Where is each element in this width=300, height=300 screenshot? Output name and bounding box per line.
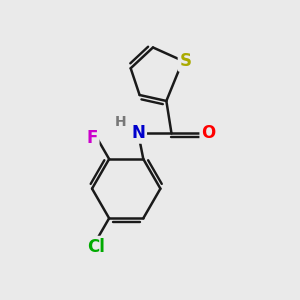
Text: S: S [180, 52, 192, 70]
Text: Cl: Cl [87, 238, 105, 256]
Text: N: N [131, 124, 145, 142]
Text: F: F [86, 129, 98, 147]
Text: H: H [115, 115, 126, 129]
Text: O: O [201, 124, 216, 142]
